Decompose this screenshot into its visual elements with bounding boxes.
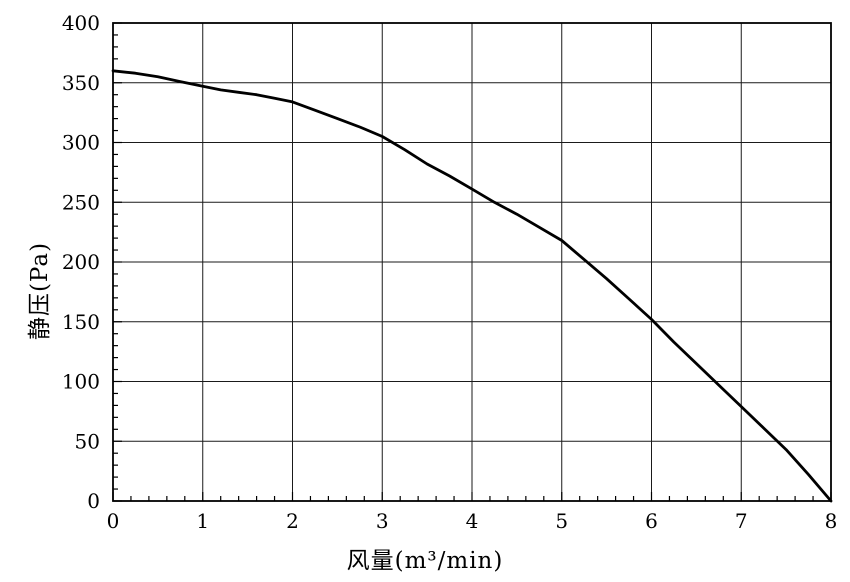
x-tick-label: 6 <box>645 509 658 533</box>
y-tick-label: 300 <box>62 131 100 155</box>
x-tick-label: 3 <box>376 509 389 533</box>
data-series <box>111 69 833 503</box>
y-tick-label: 0 <box>87 489 100 513</box>
gridlines <box>113 23 831 501</box>
x-tick-label: 7 <box>735 509 748 533</box>
x-tick-label: 4 <box>466 509 479 533</box>
y-tick-label: 350 <box>62 71 100 95</box>
y-tick-label: 100 <box>62 370 100 394</box>
y-tick-label: 50 <box>75 429 100 453</box>
y-tick-label: 150 <box>62 310 100 334</box>
pressure-flow-curve <box>111 69 833 503</box>
x-tick-label: 8 <box>825 509 838 533</box>
x-axis-title: 风量(m³/min) <box>346 548 504 574</box>
y-axis-title: 静压(Pa) <box>27 241 53 341</box>
plot-border <box>112 22 832 502</box>
y-tick-label: 200 <box>62 250 100 274</box>
x-tick-label: 1 <box>196 509 209 533</box>
y-tick-label: 400 <box>62 11 100 35</box>
x-tick-label: 5 <box>555 509 568 533</box>
axis-ticks <box>112 22 832 502</box>
x-tick-label: 0 <box>107 509 120 533</box>
y-tick-label: 250 <box>62 190 100 214</box>
x-tick-label: 2 <box>286 509 299 533</box>
tick-labels: 0 1 2 3 4 5 6 7 8 0 50 100 150 200 250 300 350 400 <box>62 11 838 533</box>
